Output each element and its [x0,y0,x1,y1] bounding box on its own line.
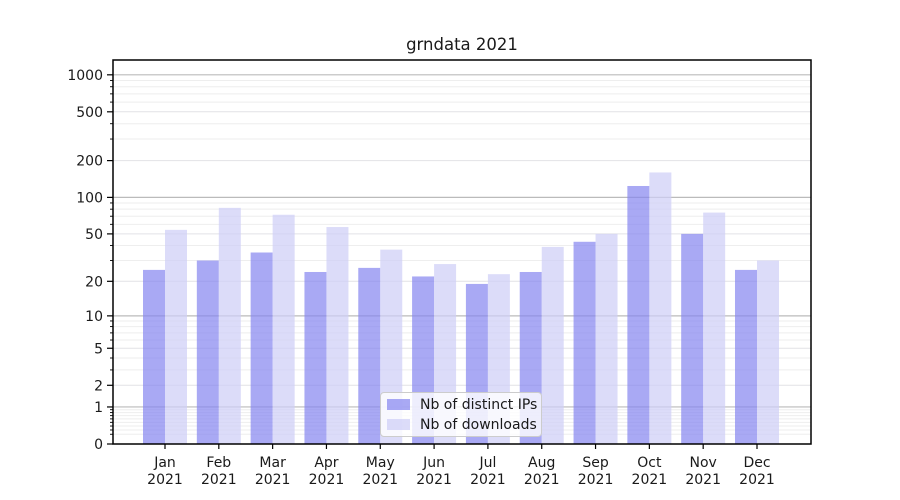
y-tick-label: 500 [76,105,103,121]
x-tick-label-month: Oct [637,455,662,471]
x-tick-label-year: 2021 [524,472,560,488]
bar-distinct-ips [304,271,327,444]
y-tick-label: 10 [85,309,103,325]
legend-label-ips: Nb of distinct IPs [420,396,538,413]
legend-item-downloads: Nb of downloads [387,416,541,434]
bar-distinct-ips [358,267,381,444]
bar-downloads [326,227,349,444]
legend-item-ips: Nb of distinct IPs [387,396,541,414]
bar-downloads [218,207,241,444]
y-tick-label: 20 [85,274,103,290]
x-tick-label-month: Nov [690,455,717,471]
x-tick-label-month: Jun [422,455,445,471]
x-axis: Jan2021Feb2021Mar2021Apr2021May2021Jun20… [147,444,775,488]
x-tick-label-month: Jul [478,455,496,471]
x-tick-label-month: Sep [582,455,609,471]
bar-downloads [649,172,672,444]
y-tick-label: 50 [85,227,103,243]
bars [143,172,779,445]
x-tick-label-year: 2021 [201,472,237,488]
x-tick-label-month: May [366,455,395,471]
y-tick-label: 1 [94,400,103,416]
bar-distinct-ips [196,260,219,444]
bar-distinct-ips [734,269,757,444]
bar-downloads [165,229,187,444]
y-tick-label: 0 [94,437,103,453]
legend: Nb of distinct IPs Nb of downloads [380,392,542,437]
x-tick-label-month: Jan [153,455,176,471]
x-tick-label-year: 2021 [147,472,183,488]
x-tick-label-year: 2021 [309,472,345,488]
x-tick-label-year: 2021 [578,472,614,488]
x-tick-label-year: 2021 [632,472,668,488]
x-tick-label-year: 2021 [416,472,452,488]
bar-downloads [272,214,295,444]
chart-title: grndata 2021 [406,35,518,54]
bar-distinct-ips [250,252,273,444]
y-tick-label: 1000 [67,68,103,84]
y-tick-label: 5 [94,341,103,357]
bar-distinct-ips [627,185,650,445]
legend-label-downloads: Nb of downloads [420,416,537,433]
bar-distinct-ips [681,233,704,444]
x-tick-label-year: 2021 [470,472,506,488]
y-tick-label: 2 [94,378,103,394]
y-tick-label: 200 [76,154,103,170]
x-tick-label-month: Mar [259,455,286,471]
x-tick-label-year: 2021 [255,472,291,488]
x-tick-label-year: 2021 [362,472,398,488]
x-tick-label-month: Feb [206,455,231,471]
bar-distinct-ips [573,241,596,444]
bar-downloads [756,260,779,444]
legend-swatch-ips-icon [387,399,410,410]
x-tick-label-year: 2021 [739,472,775,488]
x-tick-label-month: Apr [314,455,338,471]
x-tick-label-year: 2021 [685,472,721,488]
y-tick-label: 100 [76,190,103,206]
legend-swatch-downloads-icon [387,419,410,430]
x-tick-label-month: Aug [528,455,555,471]
bar-downloads [595,233,618,444]
bar-downloads [541,246,564,444]
y-axis: 0 1 2 5 10 20 50 100 200 500 1000 [67,68,113,453]
plot-border [112,59,812,445]
plot-frame [112,59,812,445]
bar-downloads [703,212,726,444]
x-tick-label-month: Dec [743,455,770,471]
bar-distinct-ips [143,269,165,444]
